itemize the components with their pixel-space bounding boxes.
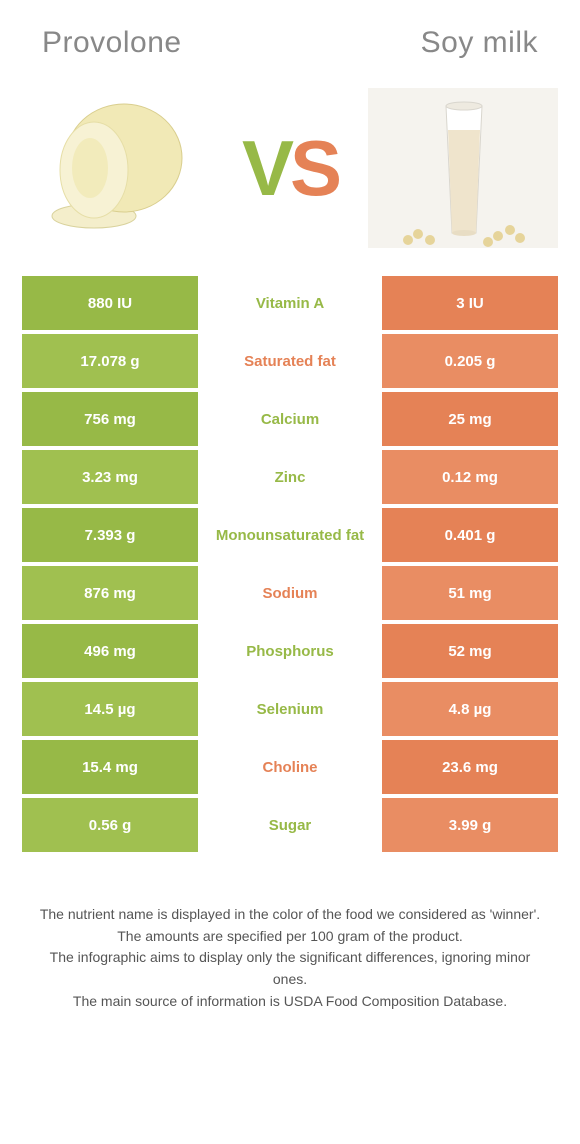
vs-v: V <box>242 124 290 212</box>
value-left: 17.078 g <box>22 334 198 388</box>
table-row: 0.56 gSugar3.99 g <box>22 798 558 852</box>
table-row: 15.4 mgCholine23.6 mg <box>22 740 558 794</box>
nutrient-name: Monounsaturated fat <box>198 508 382 562</box>
title-left: Provolone <box>42 26 182 60</box>
table-row: 880 IUVitamin A3 IU <box>22 276 558 330</box>
vs-label: VS <box>242 129 338 207</box>
value-right: 3 IU <box>382 276 558 330</box>
value-right: 0.401 g <box>382 508 558 562</box>
value-left: 876 mg <box>22 566 198 620</box>
table-row: 3.23 mgZinc0.12 mg <box>22 450 558 504</box>
table-row: 756 mgCalcium25 mg <box>22 392 558 446</box>
footer-line-3: The infographic aims to display only the… <box>34 947 546 990</box>
table-row: 7.393 gMonounsaturated fat0.401 g <box>22 508 558 562</box>
table-row: 17.078 gSaturated fat0.205 g <box>22 334 558 388</box>
value-left: 7.393 g <box>22 508 198 562</box>
titles-row: Provolone Soy milk <box>0 0 580 70</box>
table-row: 496 mgPhosphorus52 mg <box>22 624 558 678</box>
value-left: 880 IU <box>22 276 198 330</box>
footer-line-1: The nutrient name is displayed in the co… <box>34 904 546 926</box>
value-right: 52 mg <box>382 624 558 678</box>
hero-row: VS <box>0 70 580 276</box>
nutrient-name: Phosphorus <box>198 624 382 678</box>
value-left: 756 mg <box>22 392 198 446</box>
provolone-image <box>22 88 212 248</box>
value-right: 25 mg <box>382 392 558 446</box>
soymilk-image <box>368 88 558 248</box>
nutrient-name: Vitamin A <box>198 276 382 330</box>
table-row: 876 mgSodium51 mg <box>22 566 558 620</box>
value-right: 0.12 mg <box>382 450 558 504</box>
value-right: 51 mg <box>382 566 558 620</box>
nutrient-table: 880 IUVitamin A3 IU17.078 gSaturated fat… <box>0 276 580 852</box>
value-left: 15.4 mg <box>22 740 198 794</box>
footer-line-4: The main source of information is USDA F… <box>34 991 546 1013</box>
value-left: 3.23 mg <box>22 450 198 504</box>
value-left: 0.56 g <box>22 798 198 852</box>
footer-line-2: The amounts are specified per 100 gram o… <box>34 926 546 948</box>
value-left: 496 mg <box>22 624 198 678</box>
title-right: Soy milk <box>421 26 538 60</box>
nutrient-name: Choline <box>198 740 382 794</box>
value-left: 14.5 µg <box>22 682 198 736</box>
nutrient-name: Calcium <box>198 392 382 446</box>
nutrient-name: Sodium <box>198 566 382 620</box>
nutrient-name: Saturated fat <box>198 334 382 388</box>
value-right: 0.205 g <box>382 334 558 388</box>
footer-notes: The nutrient name is displayed in the co… <box>0 856 580 1012</box>
value-right: 23.6 mg <box>382 740 558 794</box>
value-right: 3.99 g <box>382 798 558 852</box>
table-row: 14.5 µgSelenium4.8 µg <box>22 682 558 736</box>
nutrient-name: Zinc <box>198 450 382 504</box>
value-right: 4.8 µg <box>382 682 558 736</box>
vs-s: S <box>290 124 338 212</box>
nutrient-name: Sugar <box>198 798 382 852</box>
nutrient-name: Selenium <box>198 682 382 736</box>
